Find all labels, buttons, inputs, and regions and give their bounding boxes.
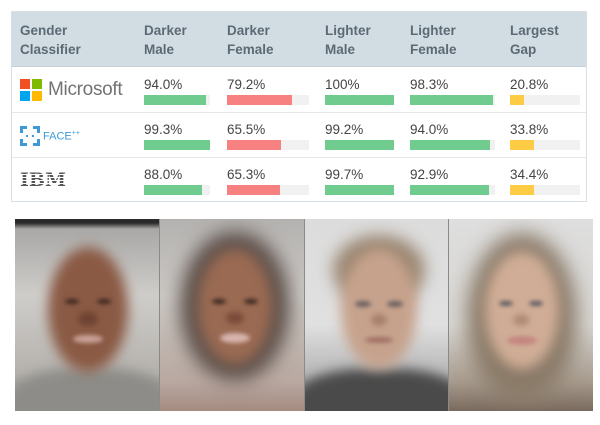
cell-largest-gap: 33.8% [510,122,580,150]
value: 99.7% [325,167,364,182]
cell-darker-male: 94.0% [144,77,210,105]
darker-female-average-face [159,219,305,411]
value: 99.3% [144,122,183,137]
table-header: Gender Classifier Darker Male Darker Fem… [12,12,586,67]
microsoft-wordmark: Microsoft [48,79,123,100]
header-largest-gap: Largest Gap [510,21,559,59]
microsoft-logo: Microsoft [20,78,123,102]
cell-darker-male: 99.3% [144,122,210,150]
header-line: Lighter [325,23,371,38]
value: 34.4% [510,167,549,182]
cell-darker-female: 65.5% [227,122,309,150]
header-line: Gap [510,42,537,57]
table-row-ibm: IBM 88.0% 65.3% 99.7% 92.9% 34.4% [12,158,586,203]
face-text: FACE [43,130,72,143]
header-lighter-male: Lighter Male [325,21,371,59]
cell-darker-female: 79.2% [227,77,309,105]
average-faces-strip [15,219,593,411]
cell-lighter-male: 99.7% [325,167,394,195]
value: 33.8% [510,122,549,137]
windows-icon [20,79,42,101]
value: 20.8% [510,77,549,92]
ibm-logo: IBM [20,169,66,193]
cell-lighter-male: 99.2% [325,122,394,150]
cell-lighter-male: 100% [325,77,394,105]
lighter-female-average-face [449,219,593,411]
header-line: Lighter [410,23,456,38]
value: 88.0% [144,167,183,182]
header-lighter-female: Lighter Female [410,21,457,59]
value: 100% [325,77,360,92]
header-line: Gender [20,23,68,38]
cell-lighter-female: 94.0% [410,122,495,150]
darker-male-average-face [15,219,160,411]
value: 99.2% [325,122,364,137]
header-line: Darker [144,23,187,38]
value: 65.5% [227,122,266,137]
header-line: Darker [227,23,270,38]
header-line: Male [325,42,356,57]
cell-darker-female: 65.3% [227,167,309,195]
faceplusplus-logo: FACE++ [20,124,80,148]
header-line: Classifier [20,42,81,57]
table-row-faceplusplus: FACE++ 99.3% 65.5% 99.2% 94.0% 33.8% [12,113,586,158]
value: 65.3% [227,167,266,182]
value: 98.3% [410,77,449,92]
header-line: Female [410,42,457,57]
header-line: Female [227,42,274,57]
cell-darker-male: 88.0% [144,167,210,195]
header-gender-classifier: Gender Classifier [20,21,81,59]
value: 94.0% [144,77,183,92]
faceplusplus-wordmark: FACE++ [43,130,80,143]
header-line: Largest [510,23,559,38]
cell-lighter-female: 98.3% [410,77,495,105]
value: 94.0% [410,122,449,137]
face-scan-icon [20,126,40,146]
ibm-wordmark: IBM [20,169,66,191]
header-darker-female: Darker Female [227,21,274,59]
value: 92.9% [410,167,449,182]
plus-plus-text: ++ [71,129,80,137]
accuracy-table: Gender Classifier Darker Male Darker Fem… [11,11,587,202]
cell-largest-gap: 20.8% [510,77,580,105]
cell-lighter-female: 92.9% [410,167,495,195]
lighter-male-average-face [304,219,450,411]
table-row-microsoft: Microsoft 94.0% 79.2% 100% 98.3% 20.8% [12,68,586,113]
cell-largest-gap: 34.4% [510,167,580,195]
header-darker-male: Darker Male [144,21,187,59]
header-line: Male [144,42,175,57]
value: 79.2% [227,77,266,92]
